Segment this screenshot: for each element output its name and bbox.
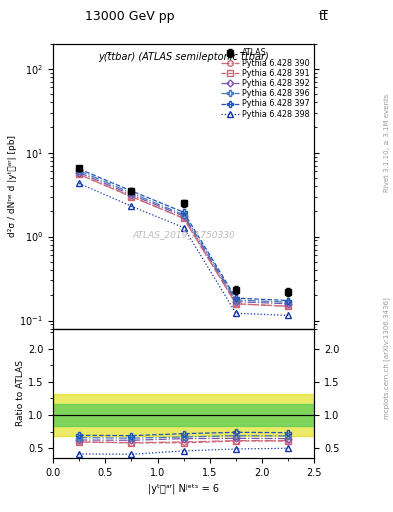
Pythia 6.428 398 bbox=[129, 203, 134, 209]
Pythia 6.428 391 bbox=[234, 301, 239, 307]
Pythia 6.428 397 bbox=[77, 166, 82, 172]
Pythia 6.428 398 bbox=[234, 310, 239, 316]
Bar bbox=[53, 404, 314, 425]
Line: Pythia 6.428 398: Pythia 6.428 398 bbox=[76, 181, 291, 318]
Pythia 6.428 392 bbox=[182, 213, 186, 219]
Text: tt̅: tt̅ bbox=[318, 10, 328, 23]
Pythia 6.428 392 bbox=[286, 301, 291, 307]
Text: y(t̅tbar) (ATLAS semileptonic t̅tbar): y(t̅tbar) (ATLAS semileptonic t̅tbar) bbox=[98, 52, 269, 62]
Pythia 6.428 397 bbox=[234, 295, 239, 301]
Pythia 6.428 398 bbox=[286, 312, 291, 318]
Pythia 6.428 390 bbox=[129, 194, 134, 200]
Pythia 6.428 398 bbox=[77, 180, 82, 186]
Pythia 6.428 392 bbox=[129, 191, 134, 198]
Pythia 6.428 396 bbox=[182, 211, 186, 218]
Line: Pythia 6.428 392: Pythia 6.428 392 bbox=[77, 170, 291, 306]
Line: Pythia 6.428 390: Pythia 6.428 390 bbox=[76, 172, 291, 309]
Pythia 6.428 397 bbox=[129, 188, 134, 194]
Pythia 6.428 390 bbox=[234, 301, 239, 307]
Pythia 6.428 390 bbox=[286, 303, 291, 309]
Pythia 6.428 397 bbox=[286, 297, 291, 304]
Pythia 6.428 391 bbox=[77, 172, 82, 178]
Line: Pythia 6.428 396: Pythia 6.428 396 bbox=[76, 167, 292, 306]
Pythia 6.428 392 bbox=[77, 169, 82, 176]
Pythia 6.428 391 bbox=[129, 194, 134, 200]
Legend: ATLAS, Pythia 6.428 390, Pythia 6.428 391, Pythia 6.428 392, Pythia 6.428 396, P: ATLAS, Pythia 6.428 390, Pythia 6.428 39… bbox=[218, 45, 313, 122]
Line: Pythia 6.428 397: Pythia 6.428 397 bbox=[76, 165, 292, 304]
Line: Pythia 6.428 391: Pythia 6.428 391 bbox=[76, 172, 291, 309]
Pythia 6.428 391 bbox=[286, 303, 291, 309]
Text: Rivet 3.1.10, ≥ 3.1M events: Rivet 3.1.10, ≥ 3.1M events bbox=[384, 94, 390, 193]
Pythia 6.428 392 bbox=[234, 298, 239, 305]
Pythia 6.428 396 bbox=[234, 297, 239, 303]
X-axis label: |yᵗᵜᵃʳ| Nʲᵉᵗˢ = 6: |yᵗᵜᵃʳ| Nʲᵉᵗˢ = 6 bbox=[148, 483, 219, 494]
Y-axis label: d²σ / dNⁿᵉ d |yᵗᵜᵃʳ| [pb]: d²σ / dNⁿᵉ d |yᵗᵜᵃʳ| [pb] bbox=[8, 135, 17, 237]
Pythia 6.428 390 bbox=[77, 172, 82, 178]
Pythia 6.428 396 bbox=[129, 190, 134, 196]
Y-axis label: Ratio to ATLAS: Ratio to ATLAS bbox=[16, 360, 25, 426]
Bar bbox=[53, 394, 314, 436]
Pythia 6.428 390 bbox=[182, 215, 186, 221]
Pythia 6.428 398 bbox=[182, 225, 186, 231]
Pythia 6.428 397 bbox=[182, 209, 186, 216]
Text: ATLAS_2019_I1750330: ATLAS_2019_I1750330 bbox=[132, 230, 235, 239]
Text: mcplots.cern.ch [arXiv:1306.3436]: mcplots.cern.ch [arXiv:1306.3436] bbox=[384, 297, 390, 419]
Pythia 6.428 391 bbox=[182, 215, 186, 221]
Pythia 6.428 396 bbox=[286, 299, 291, 305]
Text: 13000 GeV pp: 13000 GeV pp bbox=[85, 10, 174, 23]
Pythia 6.428 396 bbox=[77, 167, 82, 174]
